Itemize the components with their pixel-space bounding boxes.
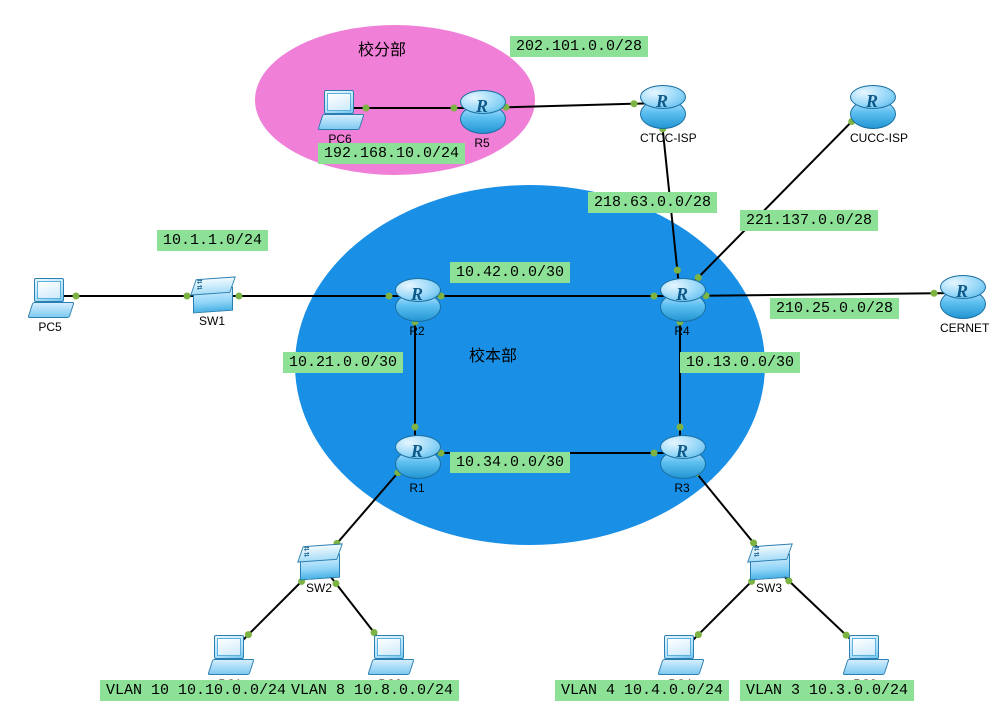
switch-icon: ⇄⇄ [300, 545, 338, 579]
node-label: SW2 [300, 581, 338, 595]
router-icon: R [850, 85, 894, 129]
subnet-label: VLAN 3 10.3.0.0/24 [740, 680, 914, 701]
node-label: CUCC-ISP [850, 131, 908, 145]
node-PC6: PC6 [320, 90, 360, 146]
node-label: CERNET [940, 321, 989, 335]
node-label: PC5 [30, 320, 70, 334]
router-icon: R [395, 435, 439, 479]
router-icon: R [660, 435, 704, 479]
subnet-label: 221.137.0.0/28 [740, 210, 878, 231]
router-icon: R [660, 278, 704, 322]
zone-label-branch: 校分部 [358, 36, 406, 60]
topology-canvas: 校分部校本部 PC6 R R5 R CTCC-ISP R CUCC-ISP R CERNET PC5… [0, 0, 993, 715]
subnet-label: 10.42.0.0/30 [450, 262, 570, 283]
switch-icon: ⇄⇄ [750, 545, 788, 579]
node-label: CTCC-ISP [640, 131, 697, 145]
router-icon: R [460, 90, 504, 134]
pc-icon [210, 635, 250, 675]
pc-icon [370, 635, 410, 675]
node-R3: R R3 [660, 435, 704, 495]
node-CTCC: R CTCC-ISP [640, 85, 697, 145]
pc-icon [30, 278, 70, 318]
pc-icon [320, 90, 360, 130]
subnet-label: 10.13.0.0/30 [680, 352, 800, 373]
pc-icon [845, 635, 885, 675]
node-R4: R R4 [660, 278, 704, 338]
subnet-label: VLAN 4 10.4.0.0/24 [555, 680, 729, 701]
pc-icon [660, 635, 700, 675]
subnet-label: 10.34.0.0/30 [450, 452, 570, 473]
subnet-label: 218.63.0.0/28 [588, 192, 717, 213]
subnet-label: VLAN 8 10.8.0.0/24 [285, 680, 459, 701]
subnet-label: 192.168.10.0/24 [318, 143, 465, 164]
node-label: R3 [660, 481, 704, 495]
switch-icon: ⇄⇄ [193, 278, 231, 312]
zone-label-main: 校本部 [469, 342, 517, 366]
router-icon: R [395, 278, 439, 322]
subnet-label: 10.1.1.0/24 [157, 230, 268, 251]
router-icon: R [640, 85, 684, 129]
node-SW3: ⇄⇄ SW3 [750, 545, 788, 595]
node-label: SW1 [193, 314, 231, 328]
node-label: R4 [660, 324, 704, 338]
subnet-label: 202.101.0.0/28 [510, 36, 648, 57]
node-PC5: PC5 [30, 278, 70, 334]
node-R2: R R2 [395, 278, 439, 338]
router-icon: R [940, 275, 984, 319]
node-label: R5 [460, 136, 504, 150]
node-CUCC: R CUCC-ISP [850, 85, 908, 145]
node-R1: R R1 [395, 435, 439, 495]
node-label: R2 [395, 324, 439, 338]
node-R5: R R5 [460, 90, 504, 150]
node-CERNET: R CERNET [940, 275, 989, 335]
node-label: SW3 [750, 581, 788, 595]
subnet-label: 10.21.0.0/30 [283, 352, 403, 373]
subnet-label: VLAN 10 10.10.0.0/24 [100, 680, 292, 701]
node-label: R1 [395, 481, 439, 495]
node-SW2: ⇄⇄ SW2 [300, 545, 338, 595]
node-SW1: ⇄⇄ SW1 [193, 278, 231, 328]
subnet-label: 210.25.0.0/28 [770, 298, 899, 319]
